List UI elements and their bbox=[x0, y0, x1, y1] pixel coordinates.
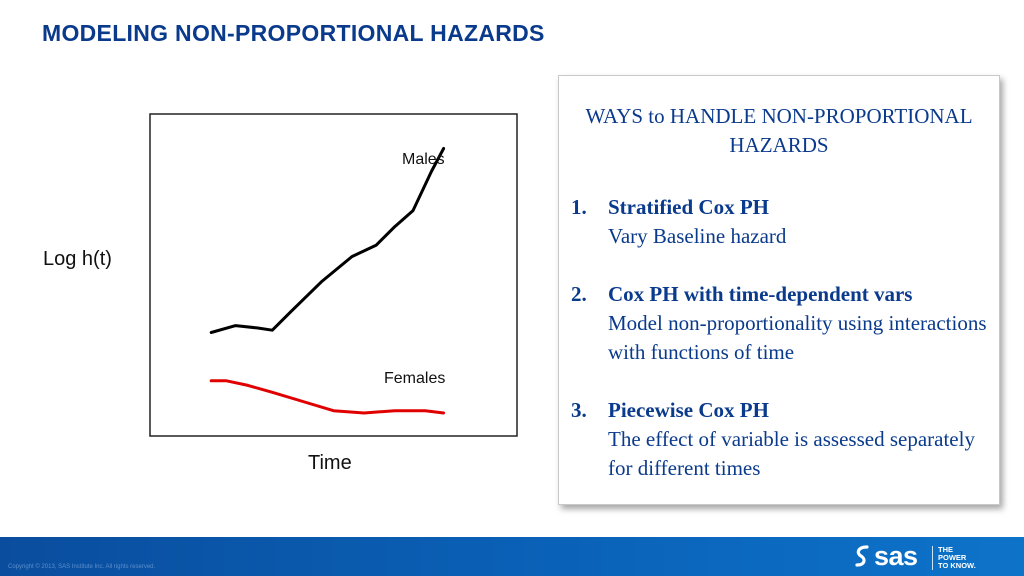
hazard-chart: Log h(t) Time Males Females bbox=[40, 112, 530, 482]
item-body: Vary Baseline hazard bbox=[608, 224, 787, 248]
slide-title: MODELING NON-PROPORTIONAL HAZARDS bbox=[42, 20, 545, 46]
footer-bar: Copyright © 2013, SAS Institute Inc. All… bbox=[0, 537, 1024, 576]
copyright-text: Copyright © 2013, SAS Institute Inc. All… bbox=[8, 564, 156, 570]
x-axis-label: Time bbox=[308, 452, 352, 474]
item-body: The effect of variable is assessed separ… bbox=[608, 427, 975, 480]
chart-canvas bbox=[149, 113, 518, 437]
methods-panel: WAYS to HANDLE NON-PROPORTIONAL HAZARDS … bbox=[558, 75, 1000, 505]
item-heading: Piecewise Cox PH bbox=[608, 398, 769, 422]
item-heading: Stratified Cox PH bbox=[608, 195, 769, 219]
series-label-males: Males bbox=[402, 151, 445, 168]
series-line-females bbox=[209, 379, 446, 415]
panel-heading-text: WAYS to HANDLE NON-PROPORTIONAL HAZARDS bbox=[585, 104, 973, 157]
logo-wordmark: sas bbox=[874, 541, 918, 571]
plot-frame bbox=[149, 113, 518, 437]
sas-swirl-icon bbox=[855, 545, 869, 567]
logo-tagline: THE POWER TO KNOW. bbox=[938, 546, 976, 570]
item-number: 1. bbox=[571, 195, 587, 219]
series-label-females: Females bbox=[384, 370, 446, 387]
item-body: Model non-proportionality using interact… bbox=[608, 311, 987, 364]
tagline-line: POWER bbox=[938, 553, 967, 562]
series-line-males bbox=[209, 147, 446, 334]
y-axis-label: Log h(t) bbox=[43, 248, 112, 270]
tagline-line: TO KNOW. bbox=[938, 561, 976, 570]
item-number: 3. bbox=[571, 398, 587, 422]
logo-divider bbox=[932, 546, 933, 570]
panel-heading: WAYS to HANDLE NON-PROPORTIONAL HAZARDS bbox=[559, 102, 999, 160]
tagline-line: THE bbox=[938, 545, 953, 554]
item-number: 2. bbox=[571, 282, 587, 306]
item-heading: Cox PH with time-dependent vars bbox=[608, 282, 913, 306]
